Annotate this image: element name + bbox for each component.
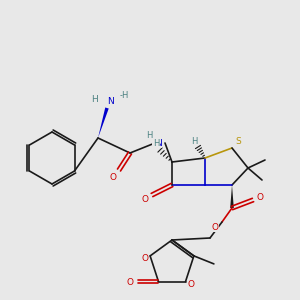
- Text: O: O: [127, 278, 134, 287]
- Text: O: O: [256, 193, 263, 202]
- Text: H: H: [146, 130, 152, 140]
- Text: N: N: [108, 97, 114, 106]
- Text: O: O: [187, 280, 194, 289]
- Text: H: H: [153, 140, 159, 148]
- Text: -H: -H: [119, 92, 129, 100]
- Text: O: O: [142, 196, 148, 205]
- Text: S: S: [235, 136, 241, 146]
- Text: O: O: [110, 172, 116, 182]
- Polygon shape: [98, 107, 109, 138]
- Text: O: O: [212, 223, 218, 232]
- Text: H: H: [191, 136, 197, 146]
- Text: H: H: [92, 95, 98, 104]
- Polygon shape: [230, 185, 234, 208]
- Text: N: N: [154, 139, 161, 148]
- Text: O: O: [142, 254, 148, 263]
